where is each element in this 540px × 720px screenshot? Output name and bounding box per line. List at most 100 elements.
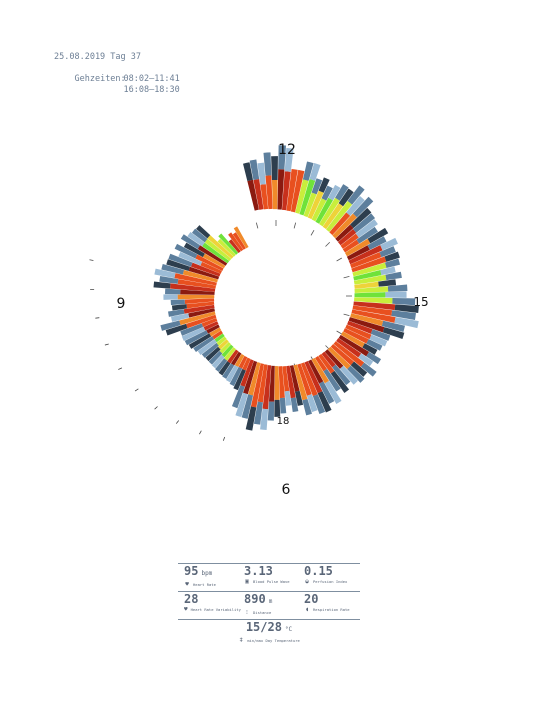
spiral-bar-outer bbox=[245, 406, 257, 431]
spiral-bar-outer bbox=[294, 390, 304, 406]
spiral-bar-inner bbox=[350, 313, 384, 326]
perfusion-icon: ◒ bbox=[305, 578, 309, 585]
spiral-bar-inner bbox=[253, 179, 264, 210]
stat-perfusion-index: 0.15 ◒ Perfusion Index bbox=[298, 564, 358, 591]
spiral-bar-inner bbox=[332, 213, 357, 239]
spiral-tail-tick bbox=[199, 430, 202, 435]
spiral-bar-inner bbox=[354, 292, 386, 298]
spiral-bar-inner bbox=[221, 344, 234, 358]
spiral-bar-outer bbox=[166, 259, 191, 271]
spiral-bar-outer bbox=[184, 330, 209, 346]
spiral-bar-inner bbox=[201, 318, 218, 327]
spiral-bar-outer bbox=[330, 370, 350, 393]
stat-value: 15/28 bbox=[245, 620, 282, 634]
spiral-bar-inner bbox=[345, 324, 372, 340]
spiral-bar-outer bbox=[382, 327, 405, 340]
spiral-bar-outer bbox=[165, 323, 188, 336]
spiral-tail-tick bbox=[104, 343, 109, 346]
spiral-tail-tick bbox=[175, 420, 180, 424]
spiral-bar-outer bbox=[311, 178, 323, 195]
spiral-bar-inner bbox=[286, 365, 296, 399]
heart-variability-icon: ♥ bbox=[184, 606, 188, 613]
stat-unit: bpm bbox=[201, 570, 213, 577]
spiral-bar-outer bbox=[352, 196, 374, 218]
spiral-bar-outer bbox=[394, 304, 419, 313]
stat-label: Heart Rate Variability bbox=[190, 607, 241, 612]
spiral-bar-outer bbox=[324, 380, 342, 404]
pulse-wave-icon: ▣ bbox=[245, 578, 249, 585]
stat-value: 20 bbox=[304, 592, 319, 606]
spiral-bar-outer bbox=[392, 298, 416, 306]
spiral-bar-outer bbox=[160, 320, 181, 331]
spiral-bar-inner bbox=[186, 314, 217, 329]
spiral-bar-outer bbox=[218, 361, 231, 376]
date-header: 25.08.2019 Tag 37 Gehzeiten:08:02–11:41 1… bbox=[54, 52, 180, 107]
spiral-bar-outer bbox=[229, 366, 243, 387]
spiral-bar-outer bbox=[306, 394, 318, 413]
spiral-bar-outer bbox=[260, 408, 269, 430]
spiral-bar-inner bbox=[286, 169, 298, 212]
spiral-bar-outer bbox=[302, 161, 314, 181]
hour-tick bbox=[343, 275, 350, 279]
spiral-bar-outer bbox=[369, 334, 388, 347]
spiral-bar-outer bbox=[165, 288, 181, 295]
spiral-bar-inner bbox=[212, 330, 223, 340]
stats-row-2: 28 ♥ Heart Rate Variability 890 m ⁝ Distanc… bbox=[178, 592, 360, 619]
hour-tick bbox=[336, 330, 343, 335]
divider bbox=[178, 619, 360, 620]
spiral-bar-outer bbox=[249, 159, 260, 181]
stat-blood-pulse-wave: 3.13 ▣ Blood Pulse Wave bbox=[238, 564, 298, 591]
spiral-bar-inner bbox=[262, 365, 272, 410]
spiral-bar-inner bbox=[182, 269, 218, 283]
spiral-bar-inner bbox=[282, 171, 291, 211]
spiral-bar-inner bbox=[348, 317, 385, 333]
spiral-bar-outer bbox=[196, 225, 211, 239]
spiral-tail-tick bbox=[89, 259, 94, 261]
stat-value: 890 bbox=[244, 592, 266, 606]
stat-label: Distance bbox=[253, 610, 272, 615]
spiral-bar-outer bbox=[187, 232, 205, 247]
spiral-bar-outer bbox=[168, 309, 185, 317]
spiral-bar-outer bbox=[263, 152, 272, 176]
spiral-bar-outer bbox=[380, 266, 396, 276]
spiral-bar-inner bbox=[217, 238, 236, 257]
spiral-bar-outer bbox=[387, 284, 408, 292]
walking-times-values: 08:02–11:41 16:08–18:30 bbox=[123, 74, 179, 96]
spiral-bar-inner bbox=[344, 238, 371, 257]
spiral-bar-outer bbox=[347, 185, 365, 205]
spiral-bar-inner bbox=[311, 357, 330, 384]
hour-label-15: 15 bbox=[413, 295, 428, 309]
spiral-bar-outer bbox=[366, 339, 383, 351]
walking-times: Gehzeiten:08:02–11:41 16:08–18:30 bbox=[54, 63, 179, 107]
spiral-bar-inner bbox=[197, 245, 228, 266]
heart-icon: ♥ bbox=[185, 581, 189, 588]
spiral-bar-inner bbox=[282, 366, 290, 392]
spiral-bar-outer bbox=[188, 333, 212, 349]
stat-label: min/max Day Temperature bbox=[247, 638, 300, 643]
stat-value: 28 bbox=[184, 592, 199, 606]
spiral-bar-inner bbox=[342, 239, 360, 253]
spiral-bar-inner bbox=[315, 355, 327, 372]
spiral-bar-inner bbox=[308, 359, 324, 384]
spiral-bar-inner bbox=[202, 242, 230, 264]
spiral-bar-inner bbox=[180, 289, 215, 295]
hour-tick bbox=[310, 229, 315, 236]
spiral-bar-inner bbox=[300, 362, 318, 397]
spiral-bar-inner bbox=[248, 362, 261, 396]
spiral-bar-outer bbox=[338, 188, 354, 207]
spiral-bar-inner bbox=[341, 331, 365, 348]
spiral-bar-inner bbox=[319, 197, 340, 227]
spiral-bar-outer bbox=[205, 346, 221, 362]
spiral-bar-outer bbox=[225, 365, 239, 383]
spiral-bar-inner bbox=[260, 184, 269, 210]
spiral-bar-inner bbox=[293, 364, 308, 401]
spiral-bar-inner bbox=[230, 351, 242, 366]
spiral-bar-outer bbox=[321, 185, 333, 201]
spiral-bar-inner bbox=[274, 366, 280, 400]
spiral-bar-inner bbox=[307, 190, 324, 220]
spiral-bar-inner bbox=[303, 192, 317, 218]
spiral-bar-outer bbox=[181, 327, 206, 341]
spiral-bar-outer bbox=[378, 279, 397, 287]
spiral-bar-outer bbox=[233, 369, 246, 391]
stat-unit: °C bbox=[284, 626, 293, 633]
